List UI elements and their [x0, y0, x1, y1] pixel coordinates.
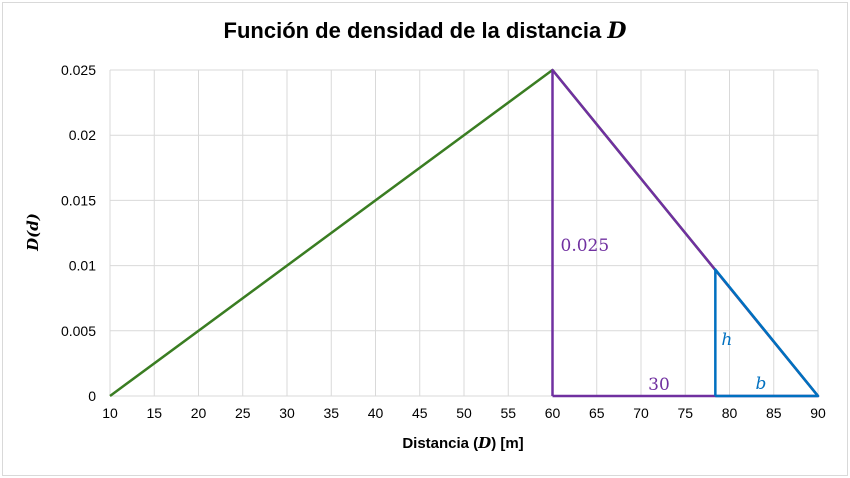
y-tick-label: 0.025: [61, 62, 96, 78]
x-axis-title-variable: D: [477, 434, 491, 452]
small-triangle-height-label: h: [721, 330, 732, 350]
small-triangle: [714, 268, 820, 398]
chart-title-text: Función de densidad de la distancia: [223, 18, 608, 43]
x-tick-label: 35: [323, 405, 339, 421]
x-tick-label: 15: [146, 405, 162, 421]
y-tick-label: 0.01: [69, 258, 96, 274]
x-tick-label: 90: [810, 405, 826, 421]
big-triangle-base-label: 30: [648, 375, 670, 395]
annotations-group: 0.025 30 h b: [551, 68, 820, 398]
x-tick-label: 65: [589, 405, 605, 421]
x-tick-label: 60: [545, 405, 561, 421]
x-axis-title-post: ) [m]: [491, 435, 524, 452]
x-tick-label: 70: [633, 405, 649, 421]
big-triangle-height-label: 0.025: [561, 236, 610, 256]
small-triangle-base-label: b: [756, 374, 767, 394]
chart-title-variable: D: [607, 18, 627, 44]
x-tick-labels: 10 15 20 25 30 35 40 45 50 55 60 65 70 75 80 85 90: [102, 405, 826, 421]
x-tick-label: 80: [722, 405, 738, 421]
x-tick-label: 20: [191, 405, 207, 421]
y-axis-title: D(d): [24, 213, 42, 252]
x-axis-title-pre: Distancia (: [402, 435, 478, 452]
x-tick-label: 85: [766, 405, 782, 421]
y-tick-label: 0.02: [69, 127, 96, 143]
x-tick-label: 45: [412, 405, 428, 421]
x-tick-label: 10: [102, 405, 118, 421]
y-tick-label: 0.005: [61, 323, 96, 339]
y-tick-labels: 0 0.005 0.01 0.015 0.02 0.025: [61, 62, 96, 404]
x-axis-title: Distancia (D) [m]: [402, 434, 523, 452]
gridlines: [109, 69, 819, 397]
x-tick-label: 55: [500, 405, 516, 421]
x-tick-label: 30: [279, 405, 295, 421]
x-tick-label: 50: [456, 405, 472, 421]
big-triangle: [551, 68, 820, 398]
x-tick-label: 75: [677, 405, 693, 421]
chart-title: Función de densidad de la distancia D: [0, 18, 850, 44]
x-tick-label: 40: [368, 405, 384, 421]
y-tick-label: 0.015: [61, 192, 96, 208]
y-tick-label: 0: [88, 388, 96, 404]
x-tick-label: 25: [235, 405, 251, 421]
